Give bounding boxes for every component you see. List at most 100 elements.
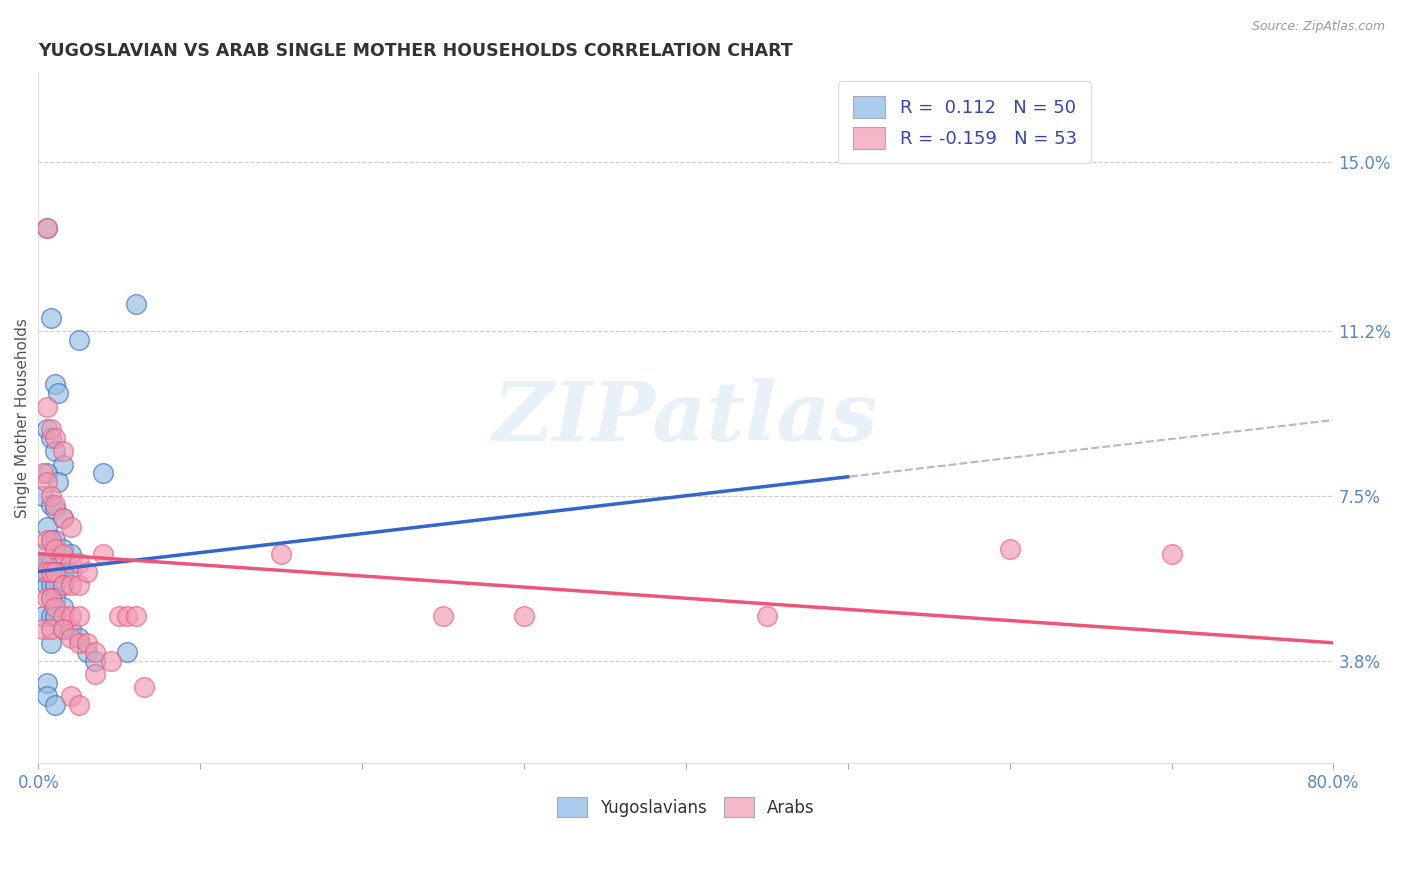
Point xyxy=(76,636,98,650)
Point xyxy=(108,609,131,624)
Point xyxy=(44,609,66,624)
Point xyxy=(52,511,75,525)
Point xyxy=(35,475,58,490)
Point xyxy=(32,565,55,579)
Point xyxy=(41,533,63,548)
Point xyxy=(44,431,66,445)
Point xyxy=(84,645,107,659)
Point xyxy=(59,520,82,534)
Point xyxy=(44,578,66,592)
Point xyxy=(52,547,75,561)
Point xyxy=(35,520,58,534)
Point xyxy=(117,645,139,659)
Point xyxy=(67,632,90,646)
Point xyxy=(117,609,139,624)
Point xyxy=(52,444,75,458)
Point xyxy=(91,467,114,481)
Point xyxy=(41,591,63,606)
Point xyxy=(41,431,63,445)
Point xyxy=(44,377,66,392)
Point xyxy=(44,565,66,579)
Point xyxy=(52,609,75,624)
Point xyxy=(46,386,69,401)
Point xyxy=(44,591,66,606)
Point xyxy=(44,444,66,458)
Point xyxy=(76,645,98,659)
Point xyxy=(91,547,114,561)
Point xyxy=(32,489,55,503)
Point xyxy=(41,591,63,606)
Text: YUGOSLAVIAN VS ARAB SINGLE MOTHER HOUSEHOLDS CORRELATION CHART: YUGOSLAVIAN VS ARAB SINGLE MOTHER HOUSEH… xyxy=(38,42,793,60)
Point xyxy=(41,565,63,579)
Point xyxy=(59,632,82,646)
Point xyxy=(998,542,1021,557)
Point xyxy=(52,623,75,637)
Point xyxy=(41,636,63,650)
Point xyxy=(52,623,75,637)
Point xyxy=(35,422,58,436)
Point xyxy=(32,623,55,637)
Point xyxy=(41,556,63,570)
Point xyxy=(132,681,155,695)
Point xyxy=(44,498,66,512)
Point xyxy=(67,333,90,347)
Point xyxy=(44,502,66,516)
Point xyxy=(52,542,75,557)
Point xyxy=(41,578,63,592)
Point xyxy=(52,565,75,579)
Point xyxy=(41,422,63,436)
Point xyxy=(59,578,82,592)
Point xyxy=(52,578,75,592)
Point xyxy=(35,676,58,690)
Point xyxy=(76,565,98,579)
Point xyxy=(35,690,58,704)
Point xyxy=(32,609,55,624)
Point xyxy=(41,623,63,637)
Point xyxy=(35,221,58,235)
Point xyxy=(59,547,82,561)
Point xyxy=(59,565,82,579)
Point xyxy=(1160,547,1182,561)
Point xyxy=(59,609,82,624)
Point xyxy=(52,600,75,615)
Y-axis label: Single Mother Households: Single Mother Households xyxy=(15,318,30,517)
Text: ZIPatlas: ZIPatlas xyxy=(494,378,879,458)
Point xyxy=(44,533,66,548)
Point xyxy=(35,556,58,570)
Point xyxy=(67,636,90,650)
Point xyxy=(52,578,75,592)
Point xyxy=(59,690,82,704)
Point xyxy=(35,400,58,414)
Point xyxy=(41,533,63,548)
Point xyxy=(67,698,90,713)
Point xyxy=(41,498,63,512)
Point xyxy=(67,556,90,570)
Text: Source: ZipAtlas.com: Source: ZipAtlas.com xyxy=(1251,20,1385,33)
Point xyxy=(84,654,107,668)
Point xyxy=(44,565,66,579)
Point xyxy=(35,221,58,235)
Point xyxy=(270,547,292,561)
Point xyxy=(67,578,90,592)
Point xyxy=(44,542,66,557)
Legend: Yugoslavians, Arabs: Yugoslavians, Arabs xyxy=(550,790,821,824)
Point xyxy=(41,609,63,624)
Point xyxy=(41,310,63,325)
Point xyxy=(32,556,55,570)
Point xyxy=(44,698,66,713)
Point xyxy=(35,533,58,548)
Point xyxy=(35,591,58,606)
Point xyxy=(100,654,122,668)
Point xyxy=(67,609,90,624)
Point xyxy=(52,511,75,525)
Point xyxy=(46,475,69,490)
Point xyxy=(41,489,63,503)
Point xyxy=(32,467,55,481)
Point xyxy=(35,467,58,481)
Point xyxy=(52,458,75,472)
Point xyxy=(46,565,69,579)
Point xyxy=(432,609,454,624)
Point xyxy=(124,609,146,624)
Point xyxy=(124,297,146,311)
Point xyxy=(32,547,55,561)
